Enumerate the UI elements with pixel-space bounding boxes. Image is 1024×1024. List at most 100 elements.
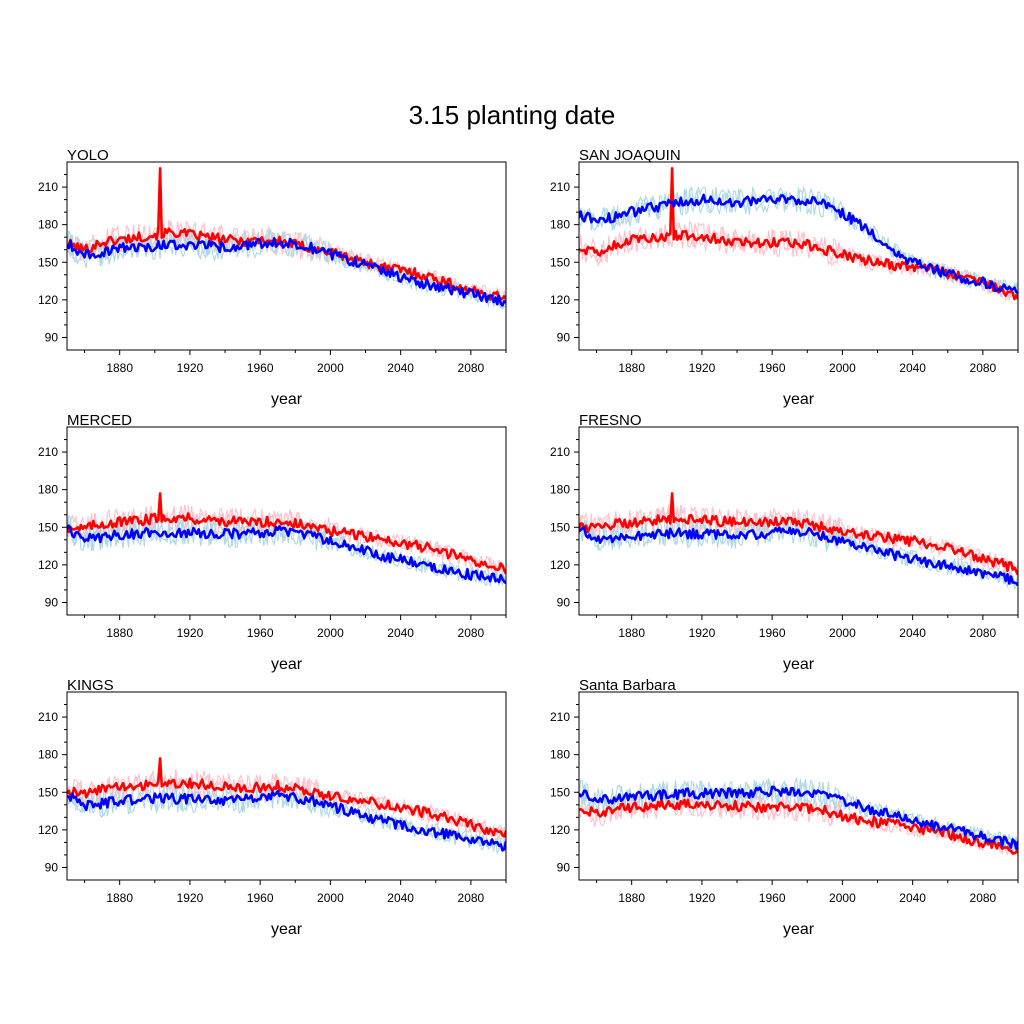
y-tick-label: 180 bbox=[550, 218, 570, 232]
x-axis-label: year bbox=[271, 391, 303, 408]
x-tick-label: 1880 bbox=[618, 361, 645, 375]
x-axis-label: year bbox=[783, 656, 815, 673]
plot-frame bbox=[66, 691, 507, 881]
plot-frame bbox=[578, 691, 1019, 881]
x-tick-label: 2040 bbox=[387, 891, 414, 905]
plot-area bbox=[67, 492, 506, 587]
plot-frame bbox=[66, 426, 507, 616]
panel: MERCED 90 120 150 180 210 1880 1920 1960 2000 2040… bbox=[38, 412, 507, 673]
x-tick-label: 1920 bbox=[689, 626, 716, 640]
series-line-red-member bbox=[579, 220, 1018, 302]
series-line-blue-member bbox=[579, 185, 1018, 296]
series-line-red-member bbox=[579, 504, 1018, 576]
x-tick-label: 2000 bbox=[829, 626, 856, 640]
y-tick-label: 150 bbox=[38, 785, 58, 799]
x-tick-label: 2080 bbox=[970, 626, 997, 640]
y-tick-label: 120 bbox=[38, 293, 58, 307]
x-tick-label: 2040 bbox=[899, 361, 926, 375]
y-tick-label: 150 bbox=[550, 785, 570, 799]
panel: KINGS 90 120 150 180 210 1880 1920 1960 2000 2040 2… bbox=[38, 677, 507, 938]
x-tick-label: 1920 bbox=[177, 626, 204, 640]
x-tick-label: 2080 bbox=[970, 891, 997, 905]
series-line-blue bbox=[67, 237, 506, 307]
y-tick-label: 210 bbox=[550, 180, 570, 194]
y-tick-label: 180 bbox=[38, 218, 58, 232]
x-tick-label: 1880 bbox=[106, 891, 133, 905]
panel-title: MERCED bbox=[67, 412, 132, 429]
x-tick-label: 2080 bbox=[458, 891, 485, 905]
x-tick-label: 2000 bbox=[317, 626, 344, 640]
plot-frame bbox=[578, 161, 1019, 351]
y-tick-label: 210 bbox=[550, 445, 570, 459]
y-tick-label: 180 bbox=[38, 748, 58, 762]
panel-title: YOLO bbox=[67, 147, 109, 164]
plot-frame bbox=[578, 426, 1019, 616]
x-tick-label: 1920 bbox=[689, 361, 716, 375]
series-line-red bbox=[67, 757, 506, 838]
x-tick-label: 1960 bbox=[247, 891, 274, 905]
y-tick-label: 90 bbox=[557, 595, 571, 609]
plot-area bbox=[579, 776, 1018, 859]
series-line-blue bbox=[67, 789, 506, 852]
panel: FRESNO 90 120 150 180 210 1880 1920 1960 2000 2040… bbox=[550, 412, 1019, 673]
y-tick-label: 210 bbox=[38, 710, 58, 724]
panel-title: SAN JOAQUIN bbox=[579, 147, 681, 164]
x-tick-label: 2080 bbox=[458, 626, 485, 640]
series-line-red bbox=[579, 167, 1018, 301]
y-tick-label: 120 bbox=[38, 823, 58, 837]
x-tick-label: 1960 bbox=[247, 626, 274, 640]
x-tick-label: 2080 bbox=[970, 361, 997, 375]
panel: Santa Barbara 90 120 150 180 210 1880 1920 1960 2… bbox=[550, 677, 1019, 938]
x-tick-label: 1880 bbox=[106, 626, 133, 640]
y-tick-label: 90 bbox=[45, 860, 59, 874]
y-tick-label: 90 bbox=[45, 595, 59, 609]
x-tick-label: 2040 bbox=[387, 361, 414, 375]
series-line-red bbox=[67, 492, 506, 575]
x-tick-label: 1960 bbox=[247, 361, 274, 375]
series-line-blue bbox=[67, 524, 506, 585]
x-axis-label: year bbox=[783, 391, 815, 408]
x-axis-label: year bbox=[271, 921, 303, 938]
panels: YOLO 90 120 150 180 210 1880 1920 1960 2000 2040 20… bbox=[38, 147, 1019, 938]
series-line-blue-member bbox=[67, 228, 506, 309]
x-tick-label: 1920 bbox=[177, 361, 204, 375]
y-tick-label: 90 bbox=[557, 330, 571, 344]
x-tick-label: 1960 bbox=[759, 626, 786, 640]
x-tick-label: 1920 bbox=[177, 891, 204, 905]
y-tick-label: 120 bbox=[38, 558, 58, 572]
x-tick-label: 1880 bbox=[618, 891, 645, 905]
x-tick-label: 2000 bbox=[317, 891, 344, 905]
series-line-blue bbox=[579, 785, 1018, 850]
panel: SAN JOAQUIN 90 120 150 180 210 1880 1920 1960 200… bbox=[550, 147, 1019, 408]
y-tick-label: 150 bbox=[550, 255, 570, 269]
panel-title: Santa Barbara bbox=[579, 677, 676, 694]
x-tick-label: 2080 bbox=[458, 361, 485, 375]
x-tick-label: 1920 bbox=[689, 891, 716, 905]
y-tick-label: 150 bbox=[38, 255, 58, 269]
x-axis-label: year bbox=[783, 921, 815, 938]
y-tick-label: 210 bbox=[38, 180, 58, 194]
x-tick-label: 1880 bbox=[106, 361, 133, 375]
y-tick-label: 120 bbox=[550, 823, 570, 837]
y-tick-label: 180 bbox=[550, 483, 570, 497]
x-tick-label: 2040 bbox=[899, 626, 926, 640]
series-line-blue bbox=[579, 193, 1018, 295]
figure-title: 3.15 planting date bbox=[409, 100, 616, 130]
y-tick-label: 120 bbox=[550, 293, 570, 307]
x-tick-label: 2040 bbox=[899, 891, 926, 905]
y-tick-label: 180 bbox=[550, 748, 570, 762]
series-line-red bbox=[579, 492, 1018, 576]
plot-area bbox=[67, 757, 506, 856]
x-tick-label: 2000 bbox=[317, 361, 344, 375]
y-tick-label: 90 bbox=[557, 860, 571, 874]
plot-area bbox=[579, 492, 1018, 590]
y-tick-label: 150 bbox=[38, 520, 58, 534]
y-tick-label: 150 bbox=[550, 520, 570, 534]
plot-area bbox=[67, 167, 506, 311]
x-tick-label: 2000 bbox=[829, 891, 856, 905]
y-tick-label: 120 bbox=[550, 558, 570, 572]
x-tick-label: 2040 bbox=[387, 626, 414, 640]
series-line-blue bbox=[579, 526, 1018, 587]
y-tick-label: 90 bbox=[45, 330, 59, 344]
x-tick-label: 1880 bbox=[618, 626, 645, 640]
